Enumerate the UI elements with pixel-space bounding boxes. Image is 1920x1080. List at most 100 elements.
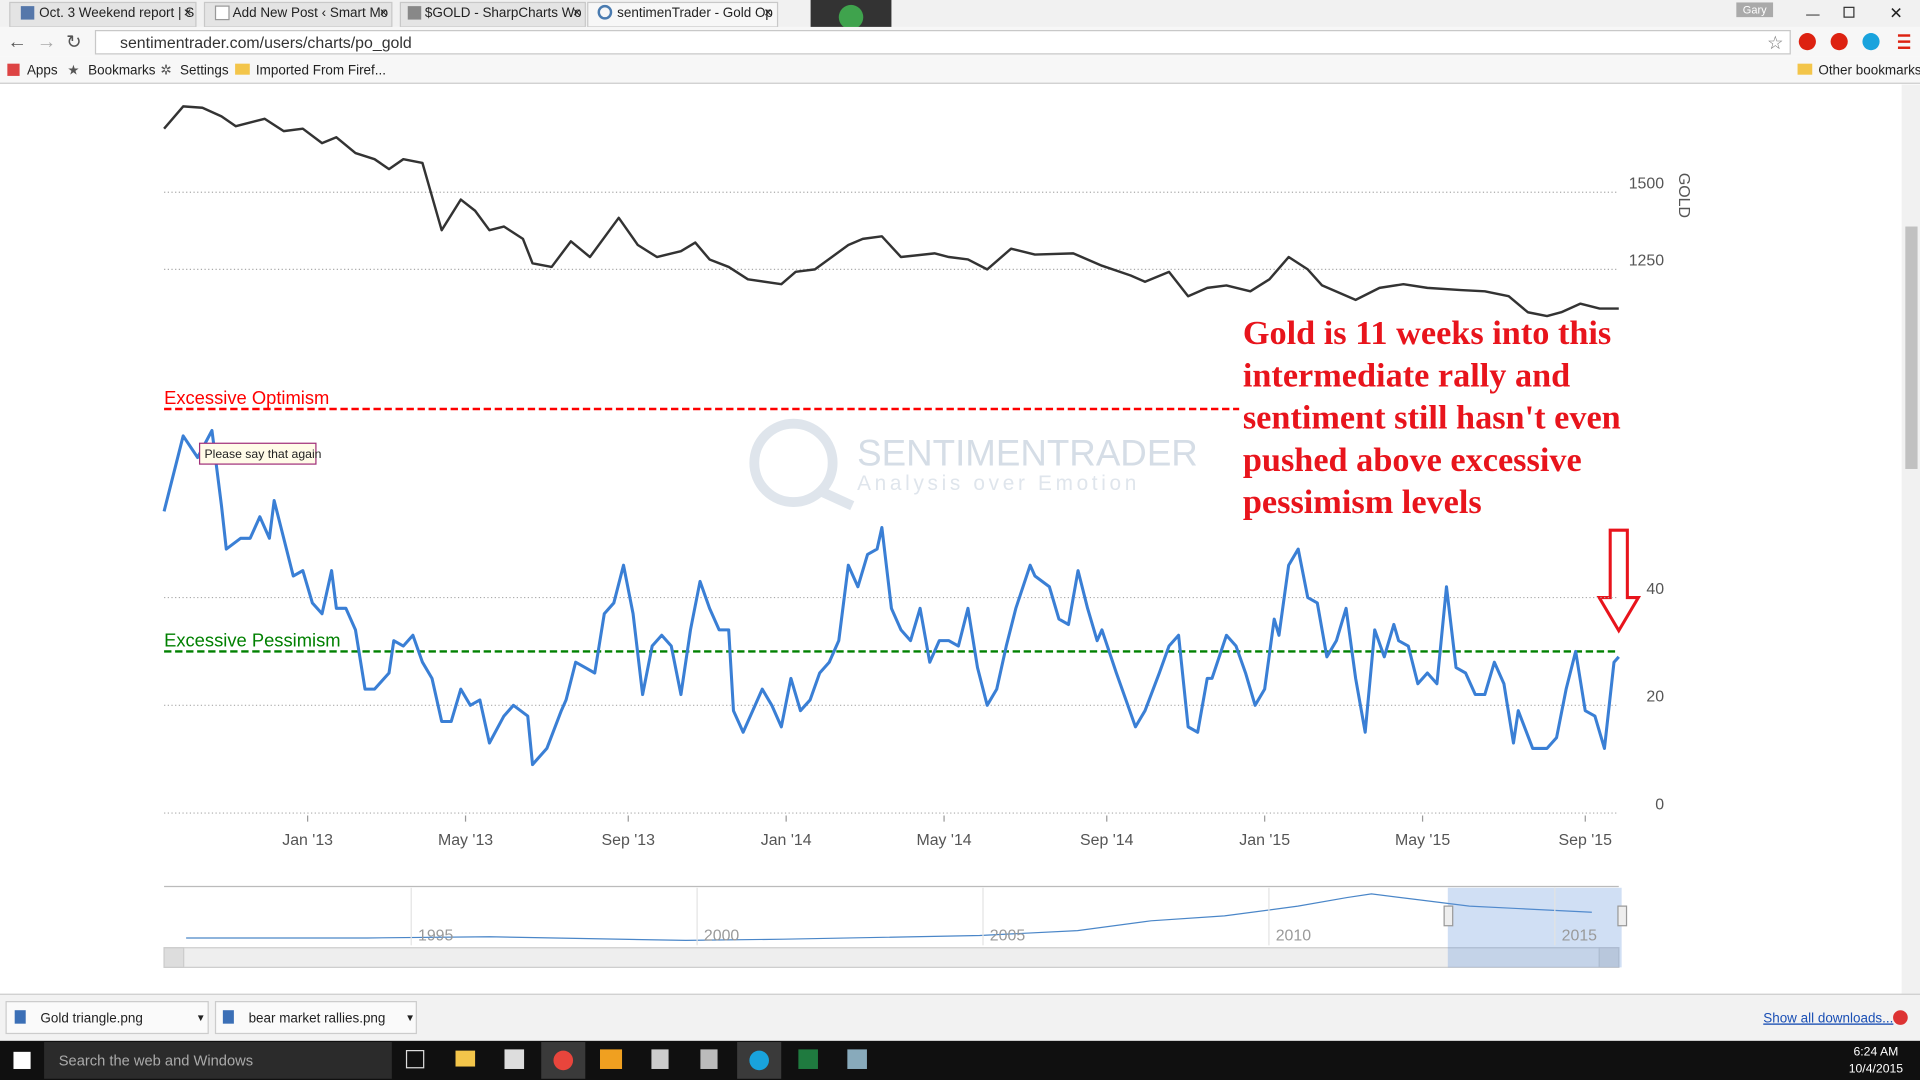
tab[interactable] [399, 1, 586, 28]
close-downloads[interactable] [1893, 1010, 1908, 1025]
tab-title: $GOLD - SharpCharts Wo [425, 5, 582, 20]
app-icon[interactable] [504, 1049, 525, 1069]
y-tick-label: 0 [1655, 796, 1664, 813]
x-tick-label: Sep '13 [602, 832, 656, 849]
profile-name: Gary [1743, 4, 1767, 16]
file-icon [222, 1010, 234, 1024]
back-button[interactable]: ← [7, 31, 27, 53]
download-name: bear market rallies.png [249, 1010, 386, 1025]
address-bar[interactable] [94, 30, 1791, 55]
x-tick-label: May '15 [1395, 832, 1450, 849]
watermark-title: SENTIMENTRADER [857, 432, 1198, 473]
scrollbar-thumb[interactable] [1905, 226, 1918, 469]
download-item[interactable] [214, 1001, 417, 1035]
show-all-downloads[interactable]: Show all downloads... [1763, 1010, 1893, 1025]
bookmark[interactable]: Bookmarks [88, 63, 156, 78]
apps-icon [7, 63, 20, 76]
minimize[interactable]: — [1806, 6, 1820, 21]
menu[interactable] [1897, 46, 1911, 49]
data-line [163, 105, 1619, 318]
start-button[interactable] [13, 1051, 31, 1069]
task-view[interactable] [405, 1050, 425, 1069]
navigator-right[interactable] [1598, 947, 1620, 968]
tab-close[interactable]: × [573, 5, 581, 20]
bookmark[interactable]: Apps [27, 63, 58, 78]
bookmark-star[interactable]: ☆ [1767, 32, 1783, 53]
folder-icon [235, 63, 250, 75]
y-tick-label: 1250 [1629, 253, 1665, 270]
watermark-subtitle: Analysis over Emotion [857, 472, 1140, 495]
tab-icon [214, 5, 230, 21]
forward-button[interactable]: → [37, 31, 57, 53]
extension[interactable] [1862, 33, 1880, 51]
tab-icon [597, 4, 613, 20]
mic-button[interactable] [838, 4, 864, 30]
tab-close[interactable]: × [380, 5, 388, 20]
navigator-handle [1443, 905, 1454, 927]
scrollbar[interactable] [1901, 84, 1920, 995]
bookmarks-bar [0, 56, 1920, 84]
x-tick-label: May '14 [916, 832, 971, 849]
download-menu[interactable]: ▼ [405, 1013, 415, 1024]
restore[interactable] [1843, 6, 1855, 18]
extension[interactable] [1798, 33, 1816, 51]
tooltip-text: Please say that again [204, 447, 321, 461]
data-line [162, 429, 1620, 767]
x-tick-label: Sep '14 [1080, 832, 1134, 849]
x-tick-label: Jan '15 [1239, 832, 1290, 849]
annotation-text: intermediate rally and [1243, 356, 1570, 394]
watermark-logo [749, 418, 838, 507]
app-icon[interactable] [700, 1049, 718, 1069]
menu[interactable] [1897, 34, 1911, 37]
tab[interactable] [203, 1, 393, 28]
reference-label: Excessive Optimism [164, 387, 329, 408]
app-icon[interactable] [749, 1050, 769, 1071]
app-icon[interactable] [455, 1050, 476, 1067]
y-tick-label: 20 [1646, 689, 1664, 706]
app-icon[interactable] [651, 1049, 669, 1069]
annotation-text: pessimism levels [1243, 483, 1482, 521]
extension[interactable] [1830, 33, 1848, 51]
app-icon[interactable] [600, 1049, 623, 1069]
navigator-line [186, 893, 1592, 942]
navigator-handle [1617, 905, 1628, 927]
menu[interactable] [1897, 40, 1911, 43]
download-menu[interactable]: ▼ [196, 1013, 206, 1024]
tab-title: Oct. 3 Weekend report | S [39, 5, 194, 20]
navigator-label: 2015 [1562, 927, 1598, 944]
reload-button[interactable]: ↻ [66, 31, 81, 52]
navigator-label: 1995 [418, 927, 454, 944]
bookmark[interactable]: Settings [180, 63, 229, 78]
close-window[interactable]: ✕ [1889, 5, 1902, 22]
tab-icon [20, 6, 35, 20]
app-icon[interactable] [847, 1049, 867, 1069]
search-box[interactable] [44, 1042, 392, 1079]
navigator-label: 2000 [704, 927, 740, 944]
tab-close[interactable]: × [184, 5, 192, 20]
bookmark[interactable]: Imported From Firef... [256, 63, 386, 78]
reference-label: Excessive Pessimism [164, 630, 341, 651]
navigator-scrollbar[interactable] [163, 947, 1620, 968]
tab-close[interactable]: × [764, 5, 772, 20]
tab-icon [407, 6, 422, 20]
tab[interactable] [9, 1, 197, 28]
y-axis-label: GOLD [1675, 173, 1692, 218]
annotation-text: Gold is 11 weeks into this [1243, 314, 1611, 352]
file-icon [14, 1010, 26, 1024]
annotation-arrow [1596, 528, 1642, 634]
y-tick-label: 1500 [1629, 176, 1665, 193]
tab-title: Add New Post ‹ Smart Mo [233, 5, 389, 20]
navigator-label: 2005 [990, 927, 1026, 944]
app-icon[interactable] [553, 1050, 574, 1071]
download-item[interactable] [5, 1001, 209, 1035]
navigator-left[interactable] [163, 947, 185, 968]
bookmark[interactable]: Other bookmarks [1818, 63, 1920, 78]
y-tick-label: 40 [1646, 581, 1664, 598]
app-icon[interactable] [798, 1049, 818, 1069]
profile-badge[interactable] [1736, 2, 1774, 18]
navigator-selection [1447, 887, 1622, 968]
annotation-text: pushed above excessive [1243, 441, 1582, 479]
clock-date: 10/4/2015 [1849, 1062, 1904, 1076]
